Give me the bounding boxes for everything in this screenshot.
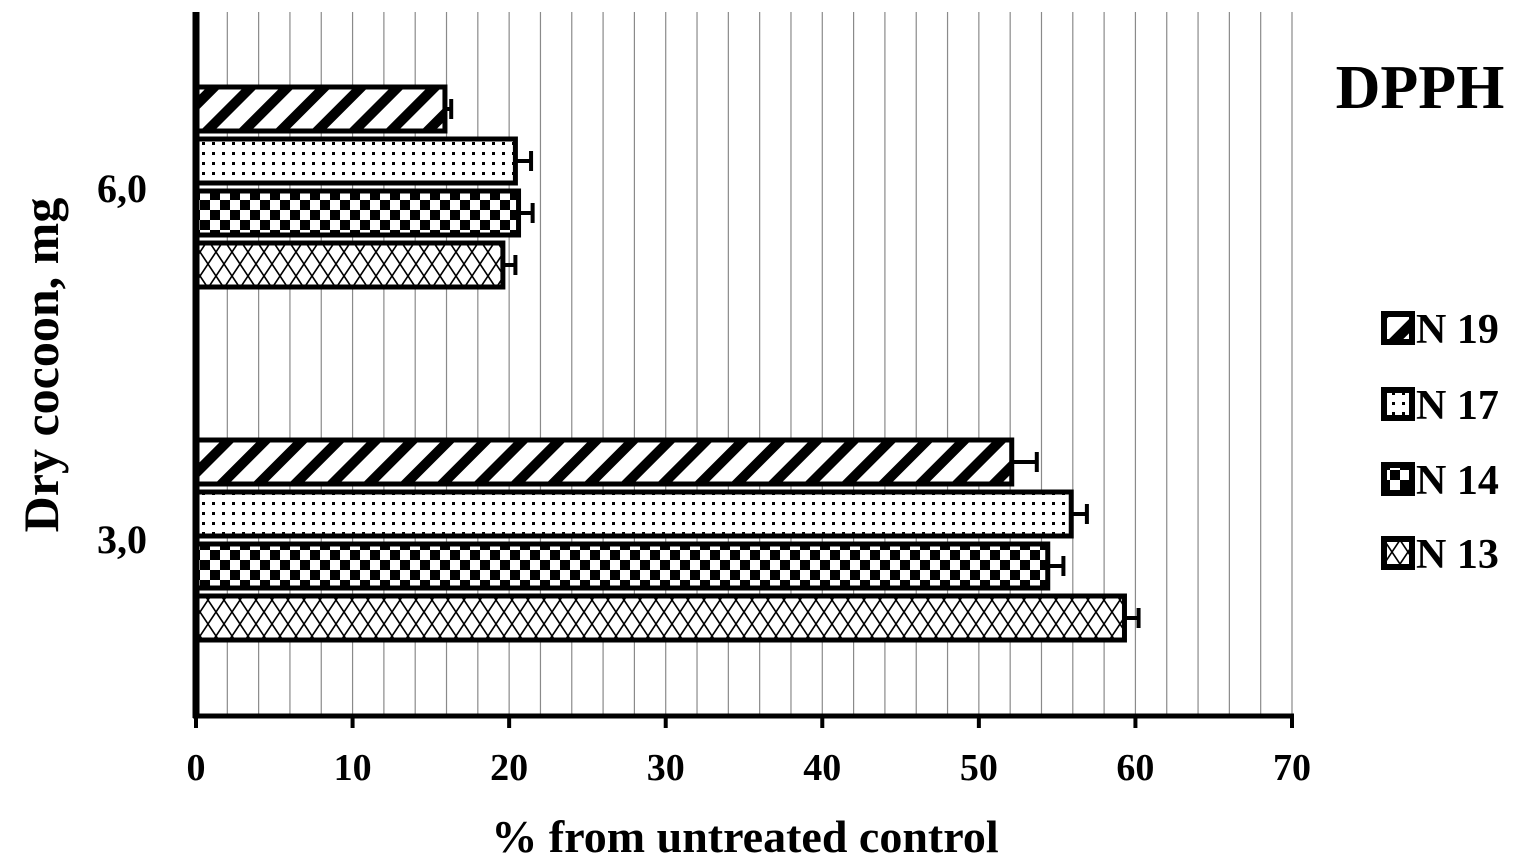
chart-title: DPPH (1336, 54, 1505, 122)
x-tick-label: 30 (647, 747, 685, 789)
legend-label: N 13 (1416, 532, 1499, 578)
x-axis-title: % from untreated control (491, 811, 998, 862)
y-category-labels: 3,0 6,0 (97, 166, 147, 562)
legend-item: N 19 (1381, 307, 1499, 353)
axes (192, 12, 1294, 728)
x-tick-label: 60 (1116, 747, 1154, 789)
bar-n13-3-0 (193, 593, 1127, 643)
bar-n13-6-0 (193, 240, 506, 290)
x-tick-label: 0 (187, 747, 206, 789)
bars (193, 84, 1141, 643)
x-tick-label: 70 (1273, 747, 1311, 789)
x-tick-label: 40 (803, 747, 841, 789)
y-axis-title: Dry cocoon, mg (13, 198, 69, 533)
bar-n14-6-0 (193, 188, 522, 238)
bar-n19-6-0 (193, 84, 448, 134)
y-category-label: 3,0 (97, 517, 147, 562)
bar-n17-3-0 (193, 489, 1074, 539)
legend-label: N 14 (1416, 458, 1499, 504)
legend-label: N 17 (1416, 383, 1499, 429)
bar-n14-3-0 (193, 541, 1051, 591)
legend-swatch (1381, 387, 1415, 421)
bar-n19-3-0 (193, 437, 1015, 487)
bar-n17-6-0 (193, 136, 518, 186)
legend: N 19 N 17 N 14 N 13 (1381, 307, 1499, 578)
legend-label: N 19 (1416, 307, 1499, 353)
x-tick-label: 10 (334, 747, 372, 789)
x-tick-label: 20 (490, 747, 528, 789)
x-tick-label: 50 (960, 747, 998, 789)
legend-swatch (1381, 311, 1415, 345)
y-category-label: 6,0 (97, 166, 147, 211)
x-tick-labels: 0 10 20 30 40 50 60 70 (187, 747, 1312, 789)
legend-swatch (1381, 536, 1415, 570)
legend-item: N 13 (1381, 532, 1499, 578)
legend-swatch (1381, 462, 1415, 496)
legend-item: N 17 (1381, 383, 1499, 429)
legend-item: N 14 (1381, 458, 1499, 504)
